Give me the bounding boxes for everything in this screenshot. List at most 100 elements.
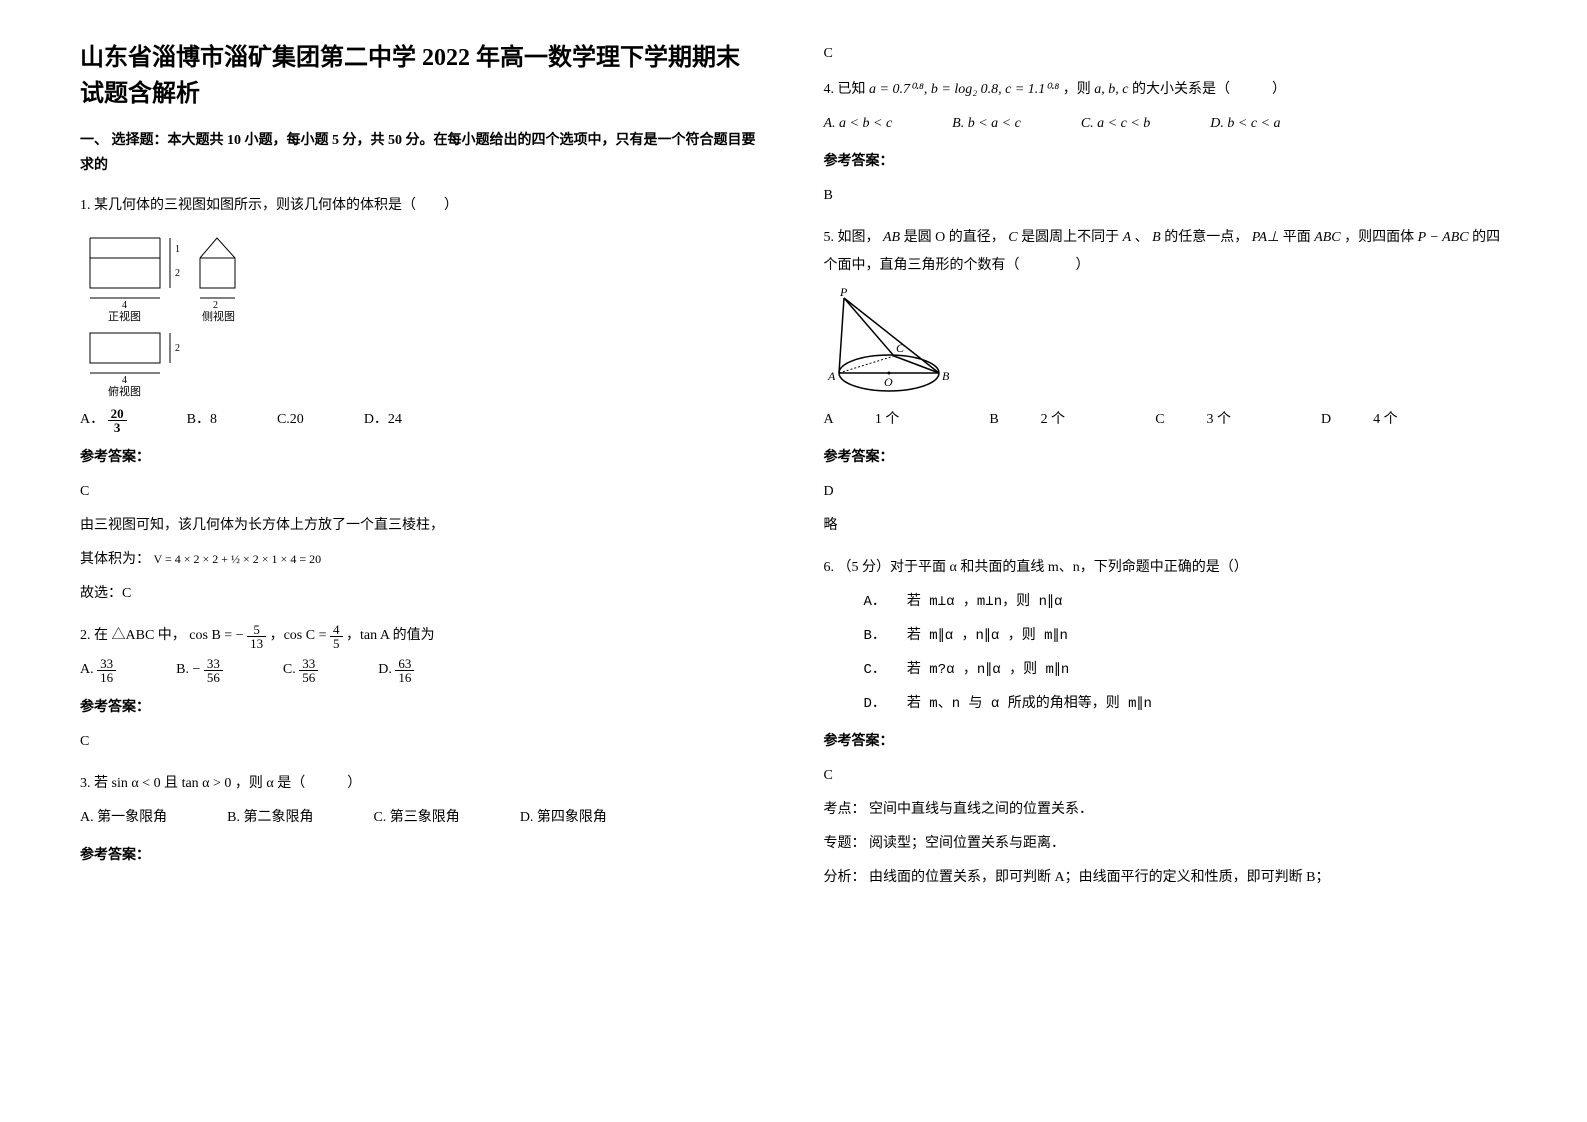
frac-den: 5 (330, 637, 343, 650)
frac-den: 13 (247, 637, 266, 650)
q1-answer: C (80, 478, 764, 506)
fx-text: 由线面的位置关系，即可判断 A；由线面平行的定义和性质，即可判断 B； (869, 870, 1329, 885)
frac-num: 4 (330, 623, 343, 637)
q2-cosB-pre: cos B = − (189, 628, 243, 643)
q3-text: 3. 若 sin α < 0 且 tan α > 0 ，则 α 是（ ） (80, 770, 764, 798)
q5-t6: ，则四面体 (1344, 230, 1414, 245)
q4-text: 4. 已知 a = 0.7⁰·⁸, b = log₂ 0.8, c = 1.1⁰… (824, 76, 1508, 104)
q4-optD: D. b < c < a (1210, 110, 1280, 138)
q2-optC: C. 3356 (283, 656, 318, 684)
q4-optC: C. a < c < b (1081, 110, 1150, 138)
q1-optA: A． 20 3 (80, 406, 127, 434)
kp-text: 空间中直线与直线之间的位置关系． (869, 802, 1093, 817)
question-2: 2. 在 △ABC 中， cos B = − 5 13 ，cos C = 4 5… (80, 622, 764, 756)
q1-options: A． 20 3 B．8 C.20 D．24 (80, 406, 764, 434)
q5-abc: ABC (1314, 230, 1340, 245)
q1-text: 1. 某几何体的三视图如图所示，则该几何体的体积是（ ） (80, 192, 764, 220)
q1-optC: C.20 (277, 406, 304, 434)
q2-tri: △ABC (112, 628, 155, 643)
q6-kp: 考点： 空间中直线与直线之间的位置关系． (824, 796, 1508, 824)
q4-answer: B (824, 182, 1508, 210)
q6-answer-label: 参考答案： (824, 728, 1508, 756)
q1-expl2-pre: 其体积为： (80, 552, 150, 567)
q1-optA-prefix: A． (80, 412, 104, 427)
dim-1: 1 (175, 244, 180, 255)
frac-num: 20 (108, 407, 127, 421)
q5-t1: 是圆 O 的直径， (904, 230, 1005, 245)
q2-cosC-pre: ，cos C = (270, 628, 330, 643)
label-C: C (896, 341, 905, 355)
q6-optB: B． 若 m∥α ，n∥α ，则 m∥n (864, 622, 1508, 650)
q1-optA-frac: 20 3 (108, 407, 127, 434)
q4-pre: 4. 已知 (824, 82, 866, 97)
kp-label: 考点： (824, 802, 866, 817)
label-P: P (839, 288, 848, 299)
q5-t5: 平面 (1283, 230, 1311, 245)
q5-answer-label: 参考答案： (824, 444, 1508, 472)
q6-optA: A． 若 m⊥α ，m⊥n，则 n∥α (864, 588, 1508, 616)
dim-2b: 2 (213, 300, 218, 311)
q2-cosC-frac: 4 5 (330, 623, 343, 650)
q2-optD: D. 6316 (378, 656, 414, 684)
top-label: 俯视图 (108, 384, 141, 398)
frac-num: 33 (97, 657, 116, 671)
q2-mid: 中， (158, 628, 186, 643)
q5-text: 5. 如图， AB 是圆 O 的直径， C 是圆周上不同于 A 、 B 的任意一… (824, 224, 1508, 280)
dim-2: 2 (175, 268, 180, 279)
frac-num: 33 (299, 657, 318, 671)
q5-pabc: P − ABC (1418, 230, 1469, 245)
frac-den: 16 (395, 671, 414, 684)
q3-answer-label: 参考答案： (80, 842, 764, 870)
left-column: 山东省淄博市淄矿集团第二中学 2022 年高一数学理下学期期末试题含解析 一、 … (80, 40, 764, 906)
q2-post: ，tan A 的值为 (346, 628, 435, 643)
q5-figure: P A B C O (824, 288, 1508, 398)
question-6: 6. （5 分）对于平面 α 和共面的直线 m、n，下列命题中正确的是（） A．… (824, 554, 1508, 892)
q1-expl-1: 由三视图可知，该几何体为长方体上方放了一个直三棱柱， (80, 512, 764, 540)
front-label: 正视图 (108, 309, 141, 323)
q4-mid: ，则 (1063, 82, 1091, 97)
q2-answer-label: 参考答案： (80, 694, 764, 722)
q1-expl-3: 故选：C (80, 580, 764, 608)
q2-optB: B. − 3356 (176, 656, 223, 684)
optB-pre: B. − (176, 662, 200, 677)
question-1: 1. 某几何体的三视图如图所示，则该几何体的体积是（ ） 1 2 4 正视图 (80, 192, 764, 608)
dim-4b: 4 (122, 375, 127, 386)
frac-num: 33 (204, 657, 223, 671)
tetrahedron-svg: P A B C O (824, 288, 964, 398)
q5-t3: 、 (1135, 230, 1149, 245)
dim-2c: 2 (175, 343, 180, 354)
q5-answer: D (824, 478, 1508, 506)
optD-pre: D. (378, 662, 395, 677)
q4-optA: A. a < b < c (824, 110, 893, 138)
label-O: O (884, 375, 893, 389)
q5-t4: 的任意一点， (1164, 230, 1248, 245)
question-5: 5. 如图， AB 是圆 O 的直径， C 是圆周上不同于 A 、 B 的任意一… (824, 224, 1508, 540)
q4-post: 的大小关系是（ ） (1132, 82, 1286, 97)
q5-b: B (1152, 230, 1161, 245)
q4-vars: a, b, c (1094, 82, 1128, 97)
optC-pre: C. (283, 662, 299, 677)
q1-answer-label: 参考答案： (80, 444, 764, 472)
frac-num: 5 (247, 623, 266, 637)
q6-options: A． 若 m⊥α ，m⊥n，则 n∥α B． 若 m∥α ，n∥α ，则 m∥n… (864, 588, 1508, 718)
q4-expr: a = 0.7⁰·⁸, b = log₂ 0.8, c = 1.1⁰·⁸ (869, 82, 1059, 97)
q5-ab: AB (883, 230, 900, 245)
q1-optB: B．8 (187, 406, 217, 434)
label-B: B (942, 369, 950, 383)
q2-pre: 2. 在 (80, 628, 108, 643)
q3-options: A. 第一象限角 B. 第二象限角 C. 第三象限角 D. 第四象限角 (80, 804, 764, 832)
q1-three-view-figure: 1 2 4 正视图 2 侧视图 2 4 (80, 228, 764, 398)
q4-options: A. a < b < c B. b < a < c C. a < c < b D… (824, 110, 1508, 138)
q5-expl: 略 (824, 512, 1508, 540)
label-A: A (827, 369, 836, 383)
q2-options: A. 3316 B. − 3356 C. 3356 D. 6316 (80, 656, 764, 684)
dim-4a: 4 (122, 300, 127, 311)
q4-answer-label: 参考答案： (824, 148, 1508, 176)
fx-label: 分析： (824, 870, 866, 885)
q1-optD: D．24 (364, 406, 402, 434)
optA-pre: A. (80, 662, 97, 677)
q3-answer: C (824, 46, 1508, 62)
right-column: C 4. 已知 a = 0.7⁰·⁸, b = log₂ 0.8, c = 1.… (824, 40, 1508, 906)
q1-expl2-formula: V = 4 × 2 × 2 + ½ × 2 × 1 × 4 = 20 (154, 552, 322, 566)
q2-optA: A. 3316 (80, 656, 116, 684)
